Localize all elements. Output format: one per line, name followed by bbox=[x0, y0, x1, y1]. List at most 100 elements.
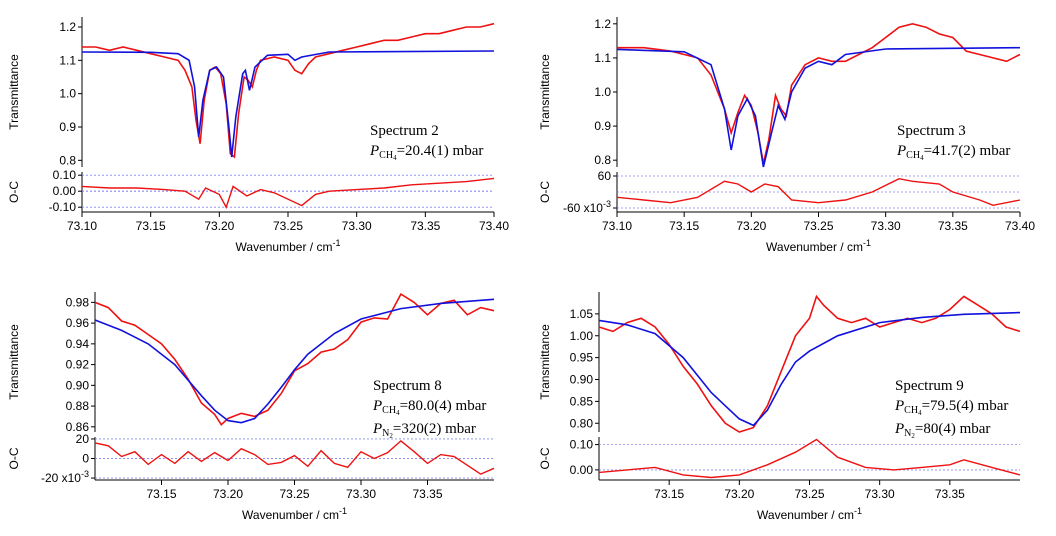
x-tick-label: 73.35 bbox=[410, 219, 440, 233]
x-tick-label: 73.15 bbox=[146, 487, 176, 501]
y-tick-label: 0.88 bbox=[66, 399, 90, 413]
x-tick-label: 73.40 bbox=[479, 219, 509, 233]
x-tick-label: 73.40 bbox=[1005, 219, 1035, 233]
chart-panel-bottom-left: 0.86 0.88 0.90 0.92 0.94 0.96 0.98 20 0 -20 x10-3… bbox=[7, 292, 495, 522]
x-tick-label: 73.15 bbox=[654, 487, 684, 501]
y-tick-label: 1.0 bbox=[59, 87, 76, 101]
y-tick-label: 1.0 bbox=[594, 85, 611, 99]
x-axis-label-exponent: -1 bbox=[339, 506, 347, 516]
x-tick-label: 73.20 bbox=[213, 487, 243, 501]
residual-axis-label: O-C bbox=[538, 447, 552, 469]
residual-trace bbox=[81, 177, 495, 209]
residual-tick-label: -20 x10-3 bbox=[41, 469, 89, 485]
y-tick-label: 0.8 bbox=[59, 153, 76, 167]
x-tick-label: 73.30 bbox=[346, 487, 376, 501]
x-axis-label: Wavenumber / cm-1 bbox=[757, 506, 862, 522]
x-tick-label: 73.25 bbox=[279, 487, 309, 501]
y-tick-label: 1.05 bbox=[570, 307, 594, 321]
x-tick-label: 73.30 bbox=[342, 219, 372, 233]
residual-trace bbox=[598, 438, 1021, 479]
chart-panel-bottom-right: 0.80 0.85 0.90 0.95 1.00 1.05 0.10 0.00 73.15 73.… bbox=[538, 292, 1021, 522]
residual-tick-label: 0.10 bbox=[53, 168, 77, 182]
observed-trace bbox=[94, 292, 495, 426]
x-tick-label: 73.15 bbox=[136, 219, 166, 233]
residual-tick-label: 0 bbox=[82, 452, 89, 466]
y-axis-label: Transmittance bbox=[538, 324, 552, 400]
annotation-ch4-pressure: PCH4=20.4(1) mbar bbox=[369, 143, 483, 162]
x-tick-label: 73.25 bbox=[803, 219, 833, 233]
annotation-title: Spectrum 2 bbox=[370, 123, 439, 139]
y-tick-label: 0.9 bbox=[594, 119, 611, 133]
residual-tick-label: -60 x10-3 bbox=[563, 199, 611, 215]
y-tick-label: 0.98 bbox=[66, 295, 90, 309]
x-axis-label-exponent: -1 bbox=[854, 506, 862, 516]
x-tick-label: 73.20 bbox=[736, 219, 766, 233]
y-tick-label: 0.9 bbox=[59, 120, 76, 134]
y-tick-label: 0.90 bbox=[570, 373, 594, 387]
y-tick-label: 1.1 bbox=[594, 51, 611, 65]
residual-trace bbox=[94, 439, 495, 475]
x-tick-label: 73.35 bbox=[412, 487, 442, 501]
x-tick-label: 73.15 bbox=[669, 219, 699, 233]
y-tick-label: 0.96 bbox=[66, 316, 90, 330]
x-tick-label: 73.35 bbox=[938, 219, 968, 233]
annotation-title: Spectrum 8 bbox=[373, 378, 442, 394]
x-tick-label: 73.30 bbox=[865, 487, 895, 501]
x-axis-label-exponent: -1 bbox=[863, 238, 871, 248]
y-axis-label: Transmittance bbox=[7, 324, 21, 400]
fit-trace bbox=[81, 50, 495, 158]
residual-tick-label: 20 bbox=[76, 432, 90, 446]
x-tick-label: 73.10 bbox=[602, 219, 632, 233]
y-tick-label: 1.2 bbox=[594, 17, 611, 31]
annotation-n2-pressure: PN2=320(2) mbar bbox=[372, 421, 476, 440]
y-axis-label: Transmittance bbox=[7, 54, 21, 130]
residual-axis-label: O-C bbox=[7, 181, 21, 203]
residual-tick-label: 0.10 bbox=[570, 438, 594, 452]
residual-tick-label: -0.10 bbox=[49, 200, 77, 214]
y-axis-label: Transmittance bbox=[538, 54, 552, 130]
y-tick-label: 0.8 bbox=[594, 153, 611, 167]
x-tick-label: 73.20 bbox=[204, 219, 234, 233]
y-tick-label: 1.00 bbox=[570, 329, 594, 343]
fit-trace bbox=[598, 311, 1021, 427]
y-tick-label: 1.2 bbox=[59, 20, 76, 34]
y-tick-label: 0.92 bbox=[66, 358, 90, 372]
annotation-n2-pressure: PN2=80(4) mbar bbox=[894, 421, 990, 440]
y-tick-label: 1.1 bbox=[59, 53, 76, 67]
fit-trace bbox=[94, 298, 495, 424]
residual-trace bbox=[616, 177, 1021, 207]
fit-trace bbox=[616, 46, 1021, 168]
y-tick-label: 0.95 bbox=[570, 351, 594, 365]
x-tick-label: 73.10 bbox=[67, 219, 97, 233]
residual-axis-label: O-C bbox=[7, 447, 21, 469]
x-axis-label: Wavenumber / cm-1 bbox=[236, 238, 341, 254]
x-tick-label: 73.35 bbox=[935, 487, 965, 501]
annotation-ch4-pressure: PCH4=79.5(4) mbar bbox=[894, 398, 1008, 417]
y-tick-label: 0.80 bbox=[570, 416, 594, 430]
y-tick-label: 0.94 bbox=[66, 337, 90, 351]
residual-tick-label: 0.00 bbox=[570, 463, 594, 477]
x-tick-label: 73.30 bbox=[871, 219, 901, 233]
annotation-title: Spectrum 3 bbox=[897, 123, 966, 139]
x-axis-label: Wavenumber / cm-1 bbox=[242, 506, 347, 522]
y-tick-label: 0.90 bbox=[66, 378, 90, 392]
residual-tick-label: 0.00 bbox=[53, 184, 77, 198]
residual-tick-label: 60 bbox=[598, 169, 612, 183]
y-tick-label: 0.85 bbox=[570, 394, 594, 408]
x-axis-label-exponent: -1 bbox=[332, 238, 340, 248]
x-tick-label: 73.25 bbox=[273, 219, 303, 233]
y-tick-label: 0.86 bbox=[66, 420, 90, 434]
chart-panel-top-left: 0.8 0.9 1.0 1.1 1.2 0.10 0.00 -0.10 73.10 73.15 73… bbox=[7, 17, 509, 254]
annotation-ch4-pressure: PCH4=41.7(2) mbar bbox=[896, 143, 1010, 162]
x-axis-label: Wavenumber / cm-1 bbox=[766, 238, 871, 254]
chart-panel-top-right: 0.8 0.9 1.0 1.1 1.2 60 -60 x10-3 73.10 73.15 73.2… bbox=[538, 17, 1035, 254]
x-tick-label: 73.20 bbox=[724, 487, 754, 501]
residual-exponent: -3 bbox=[81, 469, 89, 479]
observed-trace bbox=[617, 22, 1021, 164]
annotation-title: Spectrum 9 bbox=[895, 378, 964, 394]
x-tick-label: 73.25 bbox=[794, 487, 824, 501]
annotation-ch4-pressure: PCH4=80.0(4) mbar bbox=[372, 398, 486, 417]
residual-axis-label: O-C bbox=[538, 181, 552, 203]
residual-exponent: -3 bbox=[603, 199, 611, 209]
